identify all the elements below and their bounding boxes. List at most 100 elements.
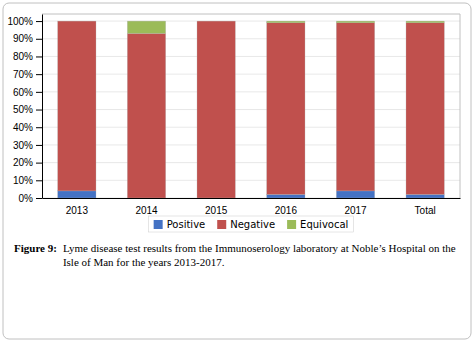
x-tick: 2016 [275, 205, 298, 216]
bar [58, 21, 96, 191]
legend-frame [149, 216, 354, 232]
grid-line [42, 109, 460, 110]
y-tick-mark [36, 180, 42, 181]
y-tick-mark [36, 92, 42, 93]
grid-line [42, 74, 460, 75]
x-tick: 2015 [205, 205, 228, 216]
y-tick: 20% [13, 157, 42, 168]
y-tick: 70% [13, 69, 42, 80]
legend-label: Positive [167, 219, 206, 230]
y-tick-mark [36, 56, 42, 57]
bar [197, 21, 235, 22]
y-tick-mark [36, 198, 42, 199]
grid-line [42, 21, 460, 22]
outer-border [3, 3, 471, 339]
caption-text: Lyme disease test results from the Immun… [63, 242, 459, 268]
y-tick-label: 0% [19, 193, 34, 204]
bar [58, 21, 96, 22]
frame-line [42, 14, 460, 15]
legend-item: Positive [154, 219, 206, 230]
bar [406, 21, 444, 23]
y-tick: 90% [13, 33, 42, 44]
y-tick-mark [36, 74, 42, 75]
grid-line [42, 91, 460, 92]
y-tick: 50% [13, 104, 42, 115]
series [58, 191, 445, 198]
y-tick-mark [36, 21, 42, 22]
bar [267, 23, 305, 195]
y-tick: 10% [13, 175, 42, 186]
y-tick: 30% [13, 140, 42, 151]
x-tick-label: 2017 [344, 205, 367, 216]
x-tick-label: Total [415, 205, 436, 216]
y-tick-mark [36, 39, 42, 40]
grid-line [42, 198, 460, 199]
legend-swatch [287, 220, 296, 229]
caption-label: Figure 9: [14, 242, 57, 254]
bar [336, 191, 374, 198]
y-axis: 0% 10% 20% 30% 40% 50% 60% 70% 80% 90% 100% [7, 15, 42, 204]
y-tick: 80% [13, 51, 42, 62]
x-tick-label: 2015 [205, 205, 228, 216]
y-tick-label: 20% [13, 157, 33, 168]
caption: Figure 9: Lyme disease test results from … [14, 242, 459, 268]
x-axis: 2013 2014 2015 2016 2017 Total [43, 199, 461, 217]
y-tick-mark [36, 110, 42, 111]
y-tick-mark [36, 127, 42, 128]
legend-item: Equivocal [287, 219, 348, 230]
plot: 0%10%20%30%40%50%60%70%80%90%100%2013201… [7, 14, 460, 216]
y-tick: 60% [13, 87, 42, 98]
bar [267, 194, 305, 198]
y-tick-label: 80% [13, 51, 33, 62]
y-tick-label: 50% [13, 104, 33, 115]
y-tick-label: 60% [13, 87, 33, 98]
legend: Positive Negative Equivocal [149, 216, 354, 232]
x-axis-line [43, 198, 461, 199]
legend-label: Negative [230, 219, 275, 230]
series [58, 21, 445, 198]
bar [336, 21, 374, 23]
bar [406, 23, 444, 195]
grid-line [42, 162, 460, 163]
bar [127, 21, 165, 33]
grid-line [42, 56, 460, 57]
y-tick-mark [36, 163, 42, 164]
bars [58, 21, 445, 198]
legend-swatch [217, 220, 226, 229]
legend-swatch [154, 220, 163, 229]
x-tick: 2014 [135, 205, 158, 216]
series [127, 21, 444, 33]
grid-line [42, 144, 460, 145]
caption-line: Isle of Man for the years 2013-2017. [63, 256, 225, 268]
bar [267, 21, 305, 23]
bar [197, 21, 235, 198]
y-axis-line [42, 15, 43, 199]
y-tick: 0% [19, 193, 42, 204]
bar [127, 33, 165, 198]
x-tick-label: 2014 [135, 205, 158, 216]
y-tick-mark [36, 145, 42, 146]
bar [406, 194, 444, 198]
grid-line [42, 127, 460, 128]
y-tick: 100% [7, 16, 42, 27]
y-tick-label: 40% [13, 122, 33, 133]
caption-line: Lyme disease test results from the Immun… [63, 242, 459, 254]
bar [58, 191, 96, 198]
x-tick-label: 2016 [275, 205, 298, 216]
y-tick-label: 70% [13, 69, 33, 80]
grid [42, 21, 460, 198]
y-tick: 40% [13, 122, 42, 133]
chart: 0%10%20%30%40%50%60%70%80%90%100%2013201… [0, 0, 474, 342]
y-tick-label: 30% [13, 140, 33, 151]
x-tick-label: 2013 [66, 205, 89, 216]
y-tick-label: 100% [7, 16, 33, 27]
y-tick-label: 90% [13, 33, 33, 44]
legend-item: Negative [217, 219, 275, 230]
grid-line [42, 38, 460, 39]
legend-label: Equivocal [300, 219, 348, 230]
frame-line [460, 14, 461, 198]
x-tick: Total [415, 205, 436, 216]
bar [336, 23, 374, 191]
x-tick: 2017 [344, 205, 367, 216]
grid-line [42, 180, 460, 181]
